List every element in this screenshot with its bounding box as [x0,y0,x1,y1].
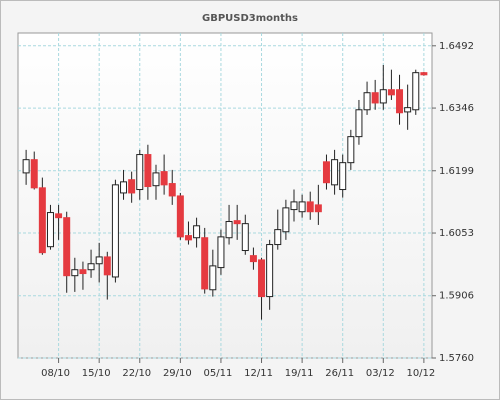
candle-body [30,159,38,189]
candle-body [233,220,241,225]
candle-body [420,72,428,76]
candle-body [184,235,192,241]
x-tick-label: 19/11 [285,368,314,379]
candle-body [38,187,46,254]
candle-body [306,201,314,213]
candle-body [274,229,282,246]
y-tick-label: 1.6346 [439,103,474,114]
candle-body [111,184,119,278]
chart-title: GBPUSD3months [202,13,298,24]
candle-body [201,237,209,290]
candle-body [298,201,306,213]
candle-body [152,172,160,187]
x-tick-label: 26/11 [325,368,354,379]
candle-body [355,109,363,138]
candle-body [193,225,201,239]
y-tick-label: 1.6492 [439,41,474,52]
candle-body [217,236,225,269]
candle-body [46,212,54,248]
candle-body [387,89,395,96]
candle-body [331,159,339,186]
candle-body [144,154,152,188]
candle-body [249,255,257,263]
candle-body [347,136,355,164]
candle-body [168,183,176,197]
candle-body [22,159,30,174]
candle-body [404,107,412,113]
candle-body [412,72,420,111]
candle-body [314,204,322,213]
y-tick-label: 1.5906 [439,291,474,302]
plot-area [17,32,433,359]
candle-body [225,221,233,239]
candle-body [120,181,128,194]
candle-body [282,207,290,233]
candle-body [176,195,184,238]
y-tick-label: 1.6053 [439,228,474,239]
candle-body [290,201,298,211]
candle-body [339,162,347,191]
x-tick-label: 03/12 [366,368,395,379]
candle-body [103,256,111,276]
y-tick-label: 1.5760 [439,353,474,364]
x-tick-label: 08/10 [41,368,70,379]
candle-body [241,223,249,252]
candle-body [363,92,371,111]
x-tick-label: 29/10 [163,368,192,379]
x-tick-label: 12/11 [244,368,273,379]
x-tick-label: 22/10 [122,368,151,379]
candle-body [128,179,136,194]
candle-body [209,265,217,291]
x-tick-label: 10/12 [406,368,435,379]
candle-body [87,263,95,271]
candle-body [95,256,103,265]
candle-body [266,244,274,298]
candle-body [79,269,87,275]
x-tick-label: 05/11 [204,368,233,379]
y-tick-label: 1.6199 [439,166,474,177]
candle-body [371,92,379,104]
candle-body [63,217,71,277]
candle-body [71,269,79,277]
candle-body [55,213,63,219]
candle-body [396,89,404,114]
candle-body [136,154,144,191]
candle-body [379,89,387,104]
candle-body [322,161,330,184]
candle-body [160,171,168,186]
candle-body [258,259,266,298]
x-tick-label: 15/10 [82,368,111,379]
